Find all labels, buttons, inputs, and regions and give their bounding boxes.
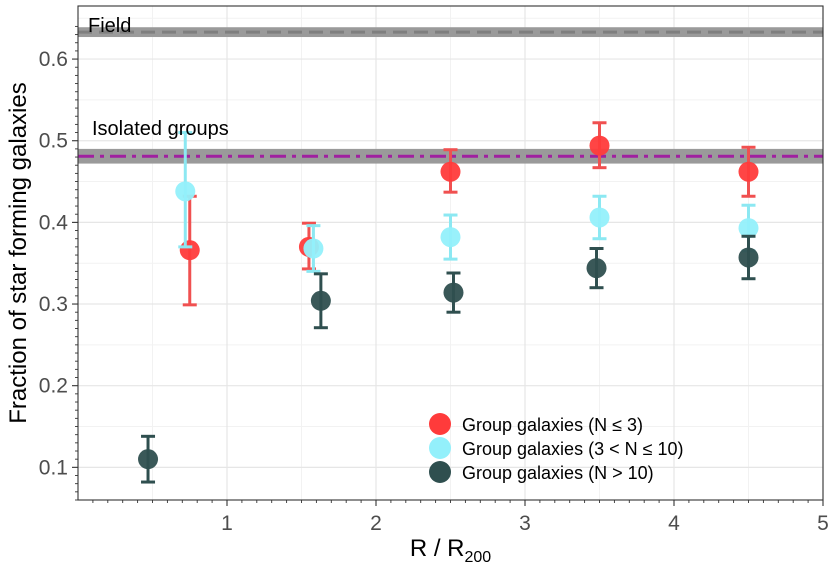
y-tick-label: 0.6 (39, 48, 68, 71)
legend-label-3: Group galaxies (N > 10) (462, 463, 654, 483)
data-layer (138, 121, 759, 484)
legend-label-2: Group galaxies (3 < N ≤ 10) (462, 439, 683, 459)
field-annotation: Field (88, 15, 131, 37)
y-tick-label: 0.2 (39, 375, 68, 398)
series-3 (138, 234, 759, 484)
data-point (179, 240, 200, 261)
series-1 (179, 121, 759, 307)
data-point (586, 258, 607, 279)
x-axis-title-main: R / R (410, 535, 465, 562)
axis-layer: 1 2 3 4 5 0.1 0.2 0.3 0.4 0.5 0.6 (39, 25, 829, 535)
legend-key-3 (429, 461, 451, 483)
data-point (303, 238, 324, 259)
y-tick-label: 0.5 (39, 130, 68, 153)
y-tick-label: 0.1 (39, 456, 68, 479)
grid-layer (78, 6, 824, 500)
data-point (443, 282, 464, 303)
data-point (138, 449, 159, 470)
legend-label-1: Group galaxies (N ≤ 3) (462, 415, 643, 435)
data-point (589, 207, 610, 228)
data-point (738, 218, 759, 239)
data-point (440, 227, 461, 248)
data-point (738, 161, 759, 182)
series-2 (175, 131, 759, 273)
x-tick-label: 3 (519, 512, 531, 535)
x-axis-title-subscript: 200 (464, 549, 491, 566)
legend: Group galaxies (N ≤ 3) Group galaxies (3 … (429, 413, 683, 483)
data-point (440, 161, 461, 182)
x-tick-label: 1 (221, 512, 233, 535)
data-point (310, 290, 331, 311)
y-tick-label: 0.4 (39, 211, 69, 234)
y-tick-label: 0.3 (39, 293, 68, 316)
x-axis-title: R / R200 (410, 535, 491, 566)
legend-key-2 (429, 437, 451, 459)
x-tick-label: 4 (668, 512, 680, 535)
x-tick-label: 2 (370, 512, 382, 535)
x-tick-label: 5 (817, 512, 829, 535)
y-axis-title: Fraction of star forming galaxies (5, 82, 32, 423)
data-point (738, 247, 759, 268)
legend-key-1 (429, 413, 451, 435)
field-band (78, 27, 823, 38)
data-point (589, 135, 610, 156)
data-point (175, 181, 196, 202)
isolated-groups-annotation: Isolated groups (92, 118, 229, 140)
